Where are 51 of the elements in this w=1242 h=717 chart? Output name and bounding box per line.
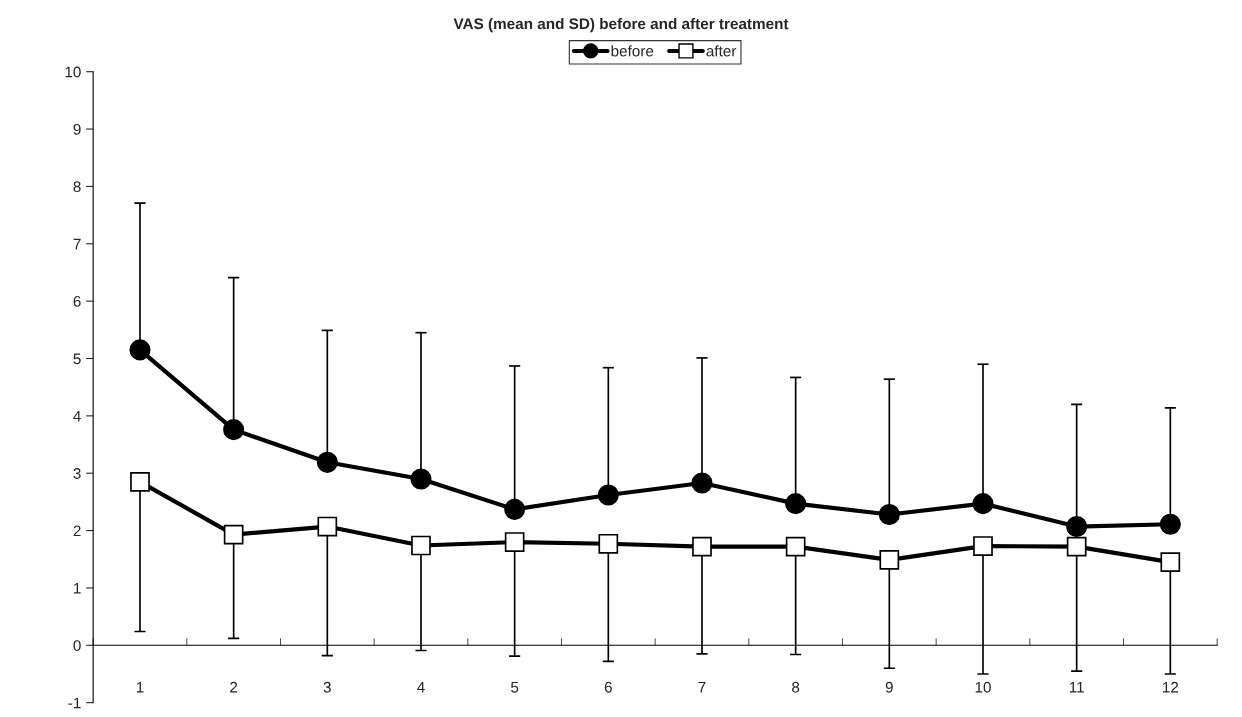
y-tick-label: 2 [73, 525, 81, 537]
point [597, 484, 619, 506]
point [223, 524, 244, 545]
point [504, 532, 525, 552]
y-tick-label: 9 [73, 123, 81, 135]
point [785, 493, 807, 515]
y-tick-label: 7 [73, 238, 81, 250]
point [130, 471, 150, 492]
x-tick-label: 9 [885, 681, 893, 693]
x-tick-label: 1 [136, 681, 144, 693]
x-tick-label: 2 [230, 681, 238, 693]
point [785, 536, 806, 557]
legend-label: before [611, 45, 654, 57]
y-tick-label: 3 [73, 468, 81, 479]
y-tick-label: 4 [73, 410, 81, 422]
point [1066, 516, 1088, 538]
point [1159, 513, 1181, 535]
y-tick-label: 10 [65, 66, 81, 78]
point [411, 535, 431, 556]
point [973, 536, 993, 556]
point [410, 468, 432, 490]
point [972, 493, 994, 515]
point [129, 339, 151, 361]
point [317, 516, 338, 537]
point [1066, 536, 1087, 557]
y-tick-label: 0 [73, 640, 81, 651]
x-tick-label: 8 [792, 681, 800, 693]
x-tick-label: 5 [511, 681, 519, 693]
point [598, 533, 619, 554]
x-tick-label: 10 [975, 681, 991, 693]
point [692, 536, 712, 557]
x-tick-label: 11 [1069, 681, 1084, 693]
point [504, 498, 526, 520]
point [878, 503, 900, 526]
x-tick-label: 3 [323, 681, 331, 693]
point [223, 419, 245, 441]
point [879, 549, 900, 570]
point [316, 451, 338, 473]
x-tick-label: 6 [604, 681, 612, 693]
chart-title: VAS (mean and SD) before and after treatment [453, 17, 789, 33]
point [691, 472, 713, 494]
y-tick-label: 1 [74, 582, 81, 594]
x-tick-label: 12 [1163, 681, 1179, 693]
y-tick-label: -1 [68, 697, 81, 709]
y-tick-label: 8 [73, 181, 81, 193]
point [1160, 552, 1181, 572]
y-tick-label: 6 [73, 296, 81, 307]
legend-label: after [706, 45, 737, 57]
y-tick-label: 5 [73, 353, 81, 365]
x-tick-label: 7 [698, 681, 706, 693]
x-tick-label: 4 [417, 681, 425, 693]
